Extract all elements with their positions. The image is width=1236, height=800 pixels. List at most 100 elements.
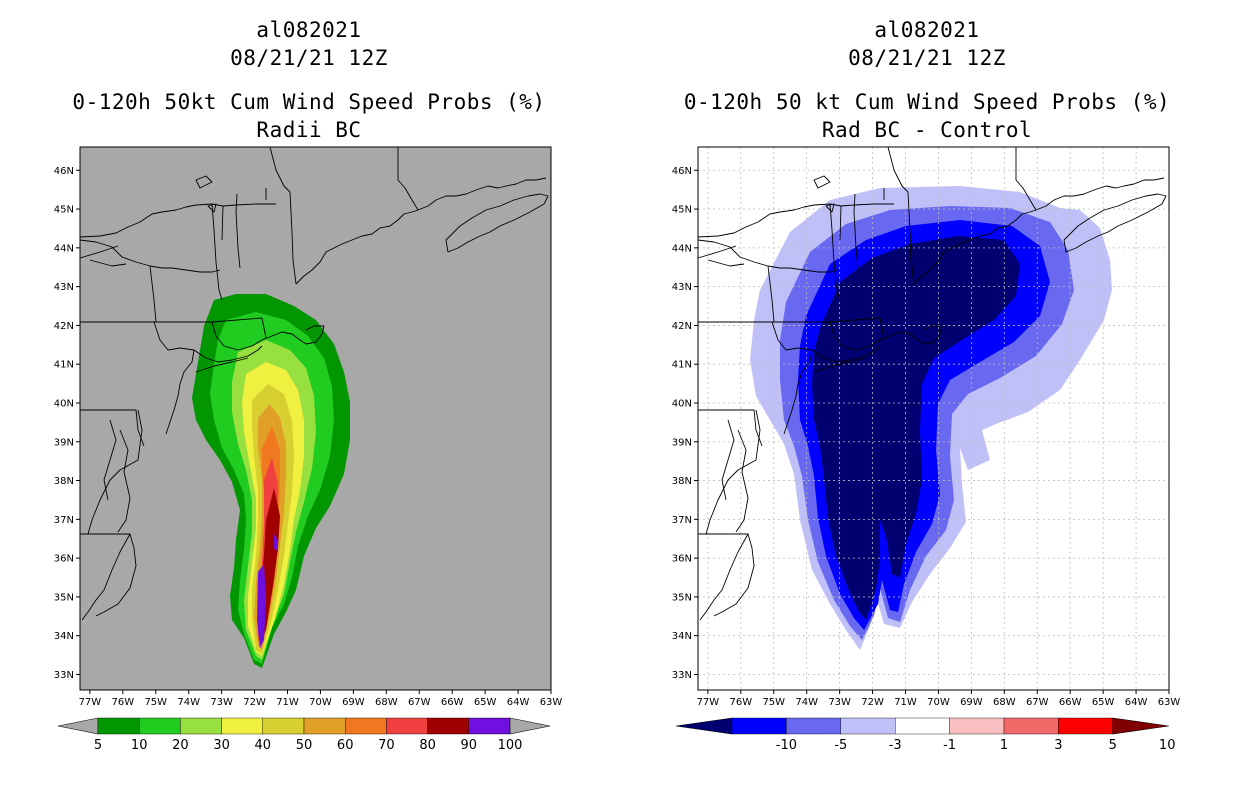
colorbar-swatch <box>345 717 387 735</box>
lat-label: 41N <box>672 360 692 371</box>
colorbar-low-arrow <box>675 717 733 735</box>
colorbar-label: -3 <box>889 738 902 753</box>
lon-label: 71W <box>276 697 299 708</box>
colorbar-label: -5 <box>834 738 847 753</box>
coastline-22 <box>735 429 749 533</box>
colorbar-label: 30 <box>213 738 230 753</box>
lon-label: 68W <box>993 697 1016 708</box>
lat-label: 41N <box>54 360 74 371</box>
coastline-10 <box>1063 193 1167 253</box>
coastline-25 <box>713 533 755 617</box>
colorbar-swatch <box>138 717 181 735</box>
coastline-1 <box>79 239 221 273</box>
coastline-2 <box>211 203 223 301</box>
lon-label: 69W <box>960 697 983 708</box>
right-product-title: 0-120h 50 kt Cum Wind Speed Probs (%) <box>683 90 1171 114</box>
left-datetime: 08/21/21 12Z <box>230 46 388 70</box>
colorbar-swatch <box>468 717 511 735</box>
colorbar-label: 90 <box>461 738 478 753</box>
coastline-6 <box>289 191 297 285</box>
lat-label: 40N <box>672 398 692 409</box>
coastline-18 <box>165 347 195 435</box>
lon-label: 69W <box>342 697 365 708</box>
probability-shading <box>192 294 350 668</box>
colorbar-label: 20 <box>172 738 189 753</box>
lon-label: 73W <box>828 697 851 708</box>
colorbar-label: 60 <box>337 738 354 753</box>
lat-label: 42N <box>54 321 74 332</box>
probability-shading <box>750 186 1112 650</box>
lat-label: 46N <box>54 166 74 177</box>
coastline-29 <box>89 259 127 267</box>
lon-label: 76W <box>112 697 135 708</box>
right-map-panel: al082021 08/21/21 12Z 0-120h 50 kt Cum W… <box>618 0 1236 800</box>
lat-label: 43N <box>54 282 74 293</box>
right-storm-id: al082021 <box>874 18 980 42</box>
colorbar-label: 10 <box>1159 738 1176 753</box>
lat-label: 34N <box>54 631 74 642</box>
coastline-0 <box>697 203 894 238</box>
lon-label: 67W <box>408 697 431 708</box>
lon-label: 64W <box>507 697 530 708</box>
coastline-19 <box>771 321 799 351</box>
colorbar-swatch <box>97 717 140 735</box>
colorbar-swatch <box>949 717 1005 735</box>
coastline-17 <box>195 357 249 373</box>
lon-label: 64W <box>1125 697 1148 708</box>
colorbar-high-arrow <box>1112 717 1169 735</box>
coastline-13 <box>829 321 891 351</box>
lon-label: 67W <box>1026 697 1049 708</box>
coastline-18 <box>783 347 813 435</box>
coastline-9 <box>887 146 909 193</box>
colorbar-high-arrow <box>509 717 551 735</box>
colorbar-swatch <box>427 717 470 735</box>
lat-label: 45N <box>54 205 74 216</box>
coastline-16 <box>193 345 263 363</box>
lat-label: 35N <box>672 592 692 603</box>
axes: 46N 45N 44N 43N 42N 41N 40N 39N 38N 37N 36N 35N 34N 3… <box>672 166 1181 708</box>
colorbar-label: 1 <box>1000 738 1008 753</box>
left-probability-map: 46N 45N 44N 43N 42N 41N 40N 39N 38N 37N 36N 35N 34N 3… <box>54 146 563 753</box>
lon-label: 76W <box>730 697 753 708</box>
colorbar-swatch <box>1003 717 1059 735</box>
coastline-11 <box>149 265 157 323</box>
lon-label: 63W <box>1158 697 1181 708</box>
lat-label: 33N <box>672 670 692 681</box>
coastline-26 <box>195 175 213 189</box>
lon-label: 68W <box>375 697 398 708</box>
colorbar-swatch <box>303 717 346 735</box>
coastline-8 <box>1015 147 1037 211</box>
colorbar-swatch <box>221 717 264 735</box>
lat-label: 33N <box>54 670 74 681</box>
colorbar-swatch <box>262 717 305 735</box>
colorbar-label: 50 <box>296 738 313 753</box>
lat-label: 38N <box>54 476 74 487</box>
left-product-title: 0-120h 50kt Cum Wind Speed Probs (%) <box>72 90 546 114</box>
left-storm-id: al082021 <box>256 18 362 42</box>
coastlines <box>79 146 549 621</box>
lat-label: 34N <box>672 631 692 642</box>
lat-label: 39N <box>672 437 692 448</box>
map-frame <box>697 146 1170 691</box>
coastline-21 <box>87 409 143 535</box>
colorbar-label: 5 <box>1109 738 1117 753</box>
coastline-7 <box>295 177 547 285</box>
lat-label: 43N <box>672 282 692 293</box>
colorbar-label: 70 <box>378 738 395 753</box>
coastline-14 <box>261 317 267 339</box>
colorbar-label: 100 <box>498 738 523 753</box>
coastline-26 <box>813 175 831 189</box>
lat-label: 44N <box>672 243 692 254</box>
coastline-28 <box>697 245 737 259</box>
coastline-19 <box>153 321 181 351</box>
coastline-0 <box>79 203 276 238</box>
left-subtitle: Radii BC <box>256 118 362 142</box>
lon-label: 70W <box>927 697 950 708</box>
axes: 46N 45N 44N 43N 42N 41N 40N 39N 38N 37N 36N 35N 34N 3… <box>54 166 563 708</box>
coastline-14 <box>879 317 885 339</box>
lon-label: 73W <box>210 697 233 708</box>
colorbar-swatch <box>1058 717 1113 735</box>
lon-label: 74W <box>177 697 200 708</box>
colorbar-swatch <box>840 717 896 735</box>
coastline-28 <box>79 245 119 259</box>
